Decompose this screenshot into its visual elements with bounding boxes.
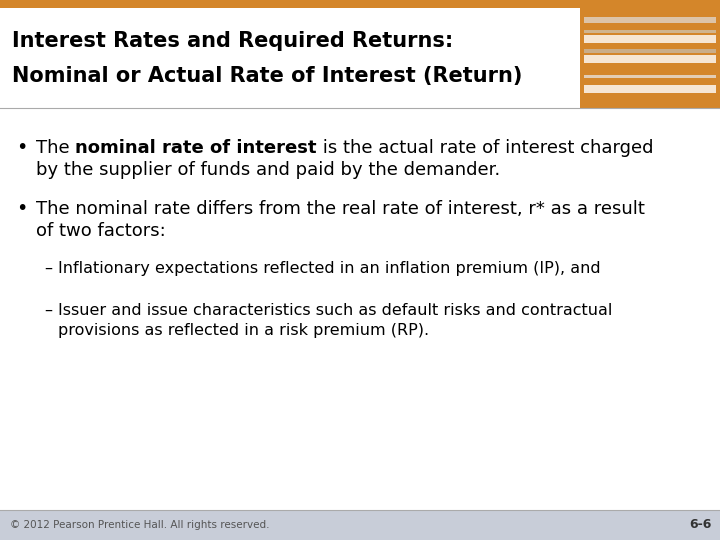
Text: •: • <box>16 199 27 218</box>
Bar <box>584 49 716 53</box>
Text: © 2012 Pearson Prentice Hall. All rights reserved.: © 2012 Pearson Prentice Hall. All rights… <box>10 520 269 530</box>
Text: –: – <box>44 261 52 276</box>
Text: Interest Rates and Required Returns:: Interest Rates and Required Returns: <box>12 31 454 51</box>
Bar <box>0 510 720 540</box>
Bar <box>584 75 716 78</box>
Bar <box>584 17 716 23</box>
Text: The nominal rate differs from the real rate of interest, r* as a result: The nominal rate differs from the real r… <box>36 200 645 218</box>
Text: nominal rate of interest: nominal rate of interest <box>76 139 317 157</box>
Bar <box>0 0 720 8</box>
Text: of two factors:: of two factors: <box>36 222 166 240</box>
Text: Issuer and issue characteristics such as default risks and contractual: Issuer and issue characteristics such as… <box>58 303 613 318</box>
Text: The: The <box>36 139 76 157</box>
Text: provisions as reflected in a risk premium (RP).: provisions as reflected in a risk premiu… <box>58 323 429 338</box>
Text: is the actual rate of interest charged: is the actual rate of interest charged <box>317 139 653 157</box>
Bar <box>0 108 720 510</box>
Text: by the supplier of funds and paid by the demander.: by the supplier of funds and paid by the… <box>36 161 500 179</box>
Text: Inflationary expectations reflected in an inflation premium (IP), and: Inflationary expectations reflected in a… <box>58 261 600 276</box>
Bar <box>580 8 720 108</box>
Bar <box>584 55 716 63</box>
Text: Nominal or Actual Rate of Interest (Return): Nominal or Actual Rate of Interest (Retu… <box>12 66 523 86</box>
Text: 6-6: 6-6 <box>690 518 712 531</box>
Bar <box>584 85 716 93</box>
Bar <box>584 35 716 43</box>
Text: •: • <box>16 138 27 157</box>
Bar <box>0 8 720 108</box>
Text: –: – <box>44 303 52 318</box>
Bar <box>584 30 716 33</box>
